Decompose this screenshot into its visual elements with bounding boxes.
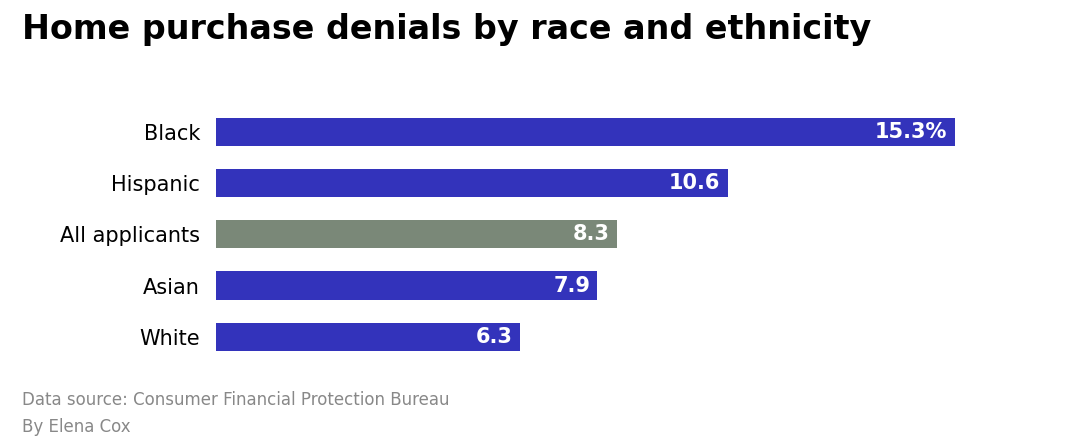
Bar [216,220,617,248]
Text: 15.3%: 15.3% [875,122,947,142]
Text: 7.9: 7.9 [553,275,590,296]
Text: By Elena Cox: By Elena Cox [22,418,131,436]
Text: 8.3: 8.3 [572,224,609,244]
Bar [216,169,728,197]
Bar [216,323,521,351]
Text: 10.6: 10.6 [670,173,720,193]
Text: Home purchase denials by race and ethnicity: Home purchase denials by race and ethnic… [22,13,870,46]
Bar [216,118,955,146]
Text: 6.3: 6.3 [476,327,513,347]
Text: Data source: Consumer Financial Protection Bureau: Data source: Consumer Financial Protecti… [22,391,449,409]
Bar [216,271,597,300]
